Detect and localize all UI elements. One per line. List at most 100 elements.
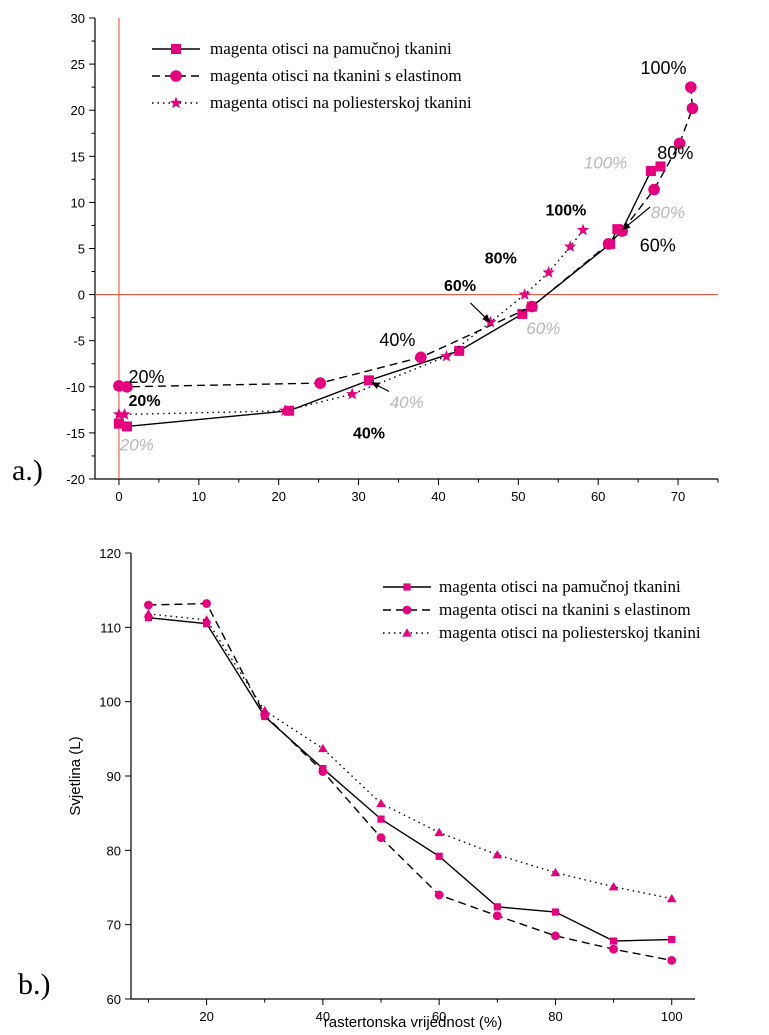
data-point [493, 903, 501, 911]
data-point [648, 183, 660, 196]
data-point [667, 955, 677, 965]
data-point [673, 137, 686, 150]
x-tick-label: 70 [671, 489, 685, 504]
x-tick-label: 20 [199, 1009, 213, 1024]
y-tick-label: 5 [78, 242, 85, 257]
legend-marker [169, 96, 183, 109]
data-point [202, 599, 211, 608]
data-point [576, 223, 590, 236]
annotation-label: 40% [353, 425, 385, 442]
annotation-label: 40% [379, 330, 415, 350]
data-point [202, 620, 211, 628]
legend-marker [170, 70, 182, 82]
x-tick-label: 20 [271, 489, 285, 504]
annotation-label: 100% [545, 202, 586, 219]
y-tick-label: 110 [100, 620, 121, 635]
data-point [376, 833, 386, 843]
x-tick-label: 10 [192, 489, 206, 504]
x-tick-label: 40 [316, 1009, 330, 1024]
data-point [363, 375, 374, 386]
x-tick-label: 0 [115, 489, 122, 504]
annotation-arrow-head [622, 222, 631, 231]
x-tick-label: 80 [548, 1009, 562, 1024]
data-point [112, 407, 126, 420]
y-tick-label: 10 [71, 195, 85, 210]
data-point [526, 300, 538, 313]
series-elastane [144, 599, 677, 965]
data-point [551, 908, 560, 916]
annotation-label: 100% [641, 58, 687, 78]
y-tick-label: -5 [73, 334, 85, 349]
data-point [686, 102, 699, 115]
annotation-arrow-head [371, 382, 381, 390]
data-point [318, 767, 328, 776]
x-tick-label: 60 [591, 489, 605, 504]
x-tick-label: 40 [431, 489, 445, 504]
series-polyester [143, 609, 677, 903]
data-point [542, 265, 555, 278]
annotation-label: 80% [657, 143, 693, 163]
data-point [454, 345, 465, 356]
data-point [143, 609, 154, 618]
legend-entry: magenta otisci na pamučnoj tkanini [439, 577, 681, 596]
data-point [121, 381, 133, 393]
data-point [144, 600, 153, 610]
annotation-label: 20% [129, 393, 161, 410]
data-point [415, 351, 427, 364]
annotation-label: 60% [444, 278, 476, 295]
y-axis-title: Svjetlina (L) [67, 736, 84, 815]
data-point [645, 166, 656, 177]
series-polyester-line [148, 613, 672, 900]
data-point [201, 615, 212, 624]
y-tick-label: 70 [107, 918, 121, 933]
data-point [377, 815, 385, 823]
y-tick-label: 0 [78, 288, 85, 303]
chart-panel-b: 20 40 60 80 100 60 70 80 90 100 110 120 rastertonska… [18, 546, 701, 1031]
y-tick-label: -10 [66, 380, 85, 395]
panel-label: a.) [12, 454, 43, 487]
annotation-label: 60% [640, 235, 676, 255]
data-point [259, 705, 270, 715]
data-point [550, 867, 561, 877]
data-point [278, 404, 292, 417]
y-tick-label: -15 [66, 426, 85, 441]
series-elastane-line [148, 602, 672, 962]
data-point [608, 881, 619, 891]
annotation-label: 20% [129, 367, 165, 387]
data-point [564, 240, 577, 252]
data-point [376, 798, 386, 808]
data-point [435, 852, 443, 860]
x-axis-title: rastertonska vrijednost (%) [324, 1014, 502, 1031]
y-tick-label: 30 [71, 11, 85, 26]
data-point [318, 743, 328, 753]
data-point [113, 418, 124, 429]
data-point [517, 308, 528, 319]
data-point [609, 944, 618, 954]
y-tick-label: 120 [99, 546, 121, 561]
annotation-label: 100% [584, 153, 627, 172]
legend-marker [402, 605, 412, 615]
annotation-label: 80% [651, 203, 685, 222]
annotation-label: 20% [119, 435, 154, 454]
x-tick-label: 30 [351, 489, 365, 504]
data-point [609, 937, 618, 945]
y-tick-label: 15 [71, 149, 85, 164]
data-point [492, 911, 502, 921]
data-point [668, 935, 676, 944]
legend-marker [403, 583, 411, 591]
data-point [284, 405, 295, 416]
data-point [314, 377, 327, 389]
x-tick-label: 60 [432, 1009, 446, 1024]
data-point [346, 387, 359, 400]
data-point [666, 893, 677, 903]
legend-entry: magenta otisci na pamučnoj tkanini [210, 39, 452, 58]
chart-panel-a: 0 10 20 30 40 50 60 70 -20 -15 -10 -5 0 5 10 15 20 25 30 ma… [12, 11, 719, 504]
series-polyester [112, 223, 590, 420]
y-tick-label: 25 [71, 57, 85, 72]
y-tick-label: 20 [71, 103, 85, 118]
data-point [144, 614, 153, 622]
legend-entry: magenta otisci na poliesterskoj tkanini [210, 93, 472, 112]
y-tick-label: 90 [107, 769, 121, 784]
legend-entry: magenta otisci na tkanini s elastinom [439, 600, 691, 619]
data-point [440, 349, 453, 362]
